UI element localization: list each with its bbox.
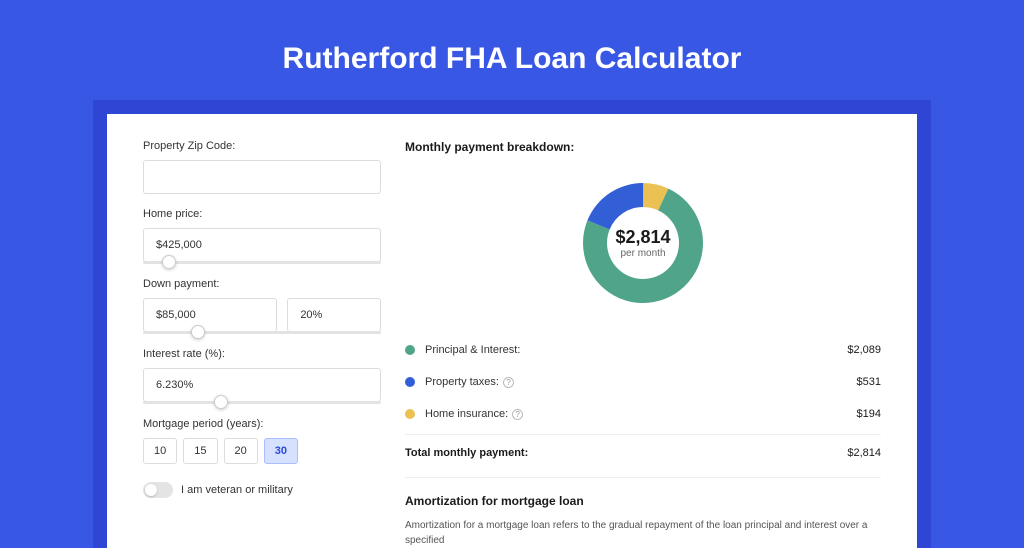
legend-dot [405,377,415,387]
donut-chart: $2,814 per month [405,168,881,318]
donut-center: $2,814 per month [615,227,670,259]
breakdown-label: Home insurance:? [425,408,857,420]
period-btn-15[interactable]: 15 [183,438,217,464]
period-btn-20[interactable]: 20 [224,438,258,464]
info-icon[interactable]: ? [503,377,514,388]
down-payment-label: Down payment: [143,278,381,290]
breakdown-row: Property taxes:?$531 [405,366,881,398]
form-column: Property Zip Code: Home price: Down paym… [143,140,381,548]
period-btn-30[interactable]: 30 [264,438,298,464]
total-row: Total monthly payment: $2,814 [405,434,881,471]
info-icon[interactable]: ? [512,409,523,420]
zip-label: Property Zip Code: [143,140,381,152]
mortgage-period-group: Mortgage period (years): 1015 2030 [143,418,381,464]
mortgage-period-label: Mortgage period (years): [143,418,381,430]
amortization-section: Amortization for mortgage loan Amortizat… [405,477,881,548]
breakdown-label: Property taxes:? [425,376,857,388]
home-price-label: Home price: [143,208,381,220]
home-price-slider[interactable] [143,261,381,264]
zip-input[interactable] [143,160,381,194]
down-payment-slider-thumb[interactable] [191,325,205,339]
down-payment-percent-input[interactable] [287,298,381,332]
veteran-label: I am veteran or military [181,484,293,496]
card-band: Property Zip Code: Home price: Down paym… [93,100,931,548]
legend-dot [405,345,415,355]
interest-rate-slider-thumb[interactable] [214,395,228,409]
home-price-slider-thumb[interactable] [162,255,176,269]
page-title: Rutherford FHA Loan Calculator [0,0,1024,100]
total-value: $2,814 [847,447,881,459]
calculator-card: Property Zip Code: Home price: Down paym… [107,114,917,548]
down-payment-amount-input[interactable] [143,298,277,332]
home-price-input[interactable] [143,228,381,262]
breakdown-value: $531 [857,376,881,388]
breakdown-value: $194 [857,408,881,420]
breakdown-row: Home insurance:?$194 [405,398,881,430]
amortization-title: Amortization for mortgage loan [405,494,881,508]
donut-subtitle: per month [615,248,670,259]
total-label: Total monthly payment: [405,447,847,459]
down-payment-group: Down payment: [143,278,381,334]
zip-field-group: Property Zip Code: [143,140,381,194]
interest-rate-slider[interactable] [143,401,381,404]
breakdown-title: Monthly payment breakdown: [405,140,881,154]
down-payment-slider[interactable] [143,331,381,334]
breakdown-column: Monthly payment breakdown: $2,814 per mo… [405,140,881,548]
home-price-group: Home price: [143,208,381,264]
donut-amount: $2,814 [615,227,670,248]
donut-slice-property_taxes [587,183,643,229]
breakdown-rows: Principal & Interest:$2,089Property taxe… [405,334,881,430]
veteran-toggle[interactable] [143,482,173,498]
interest-rate-input[interactable] [143,368,381,402]
period-btn-10[interactable]: 10 [143,438,177,464]
mortgage-period-buttons: 1015 2030 [143,438,381,464]
veteran-toggle-row: I am veteran or military [143,482,381,498]
breakdown-label: Principal & Interest: [425,344,847,356]
interest-rate-label: Interest rate (%): [143,348,381,360]
interest-rate-group: Interest rate (%): [143,348,381,404]
amortization-text: Amortization for a mortgage loan refers … [405,518,881,548]
legend-dot [405,409,415,419]
breakdown-row: Principal & Interest:$2,089 [405,334,881,366]
breakdown-value: $2,089 [847,344,881,356]
